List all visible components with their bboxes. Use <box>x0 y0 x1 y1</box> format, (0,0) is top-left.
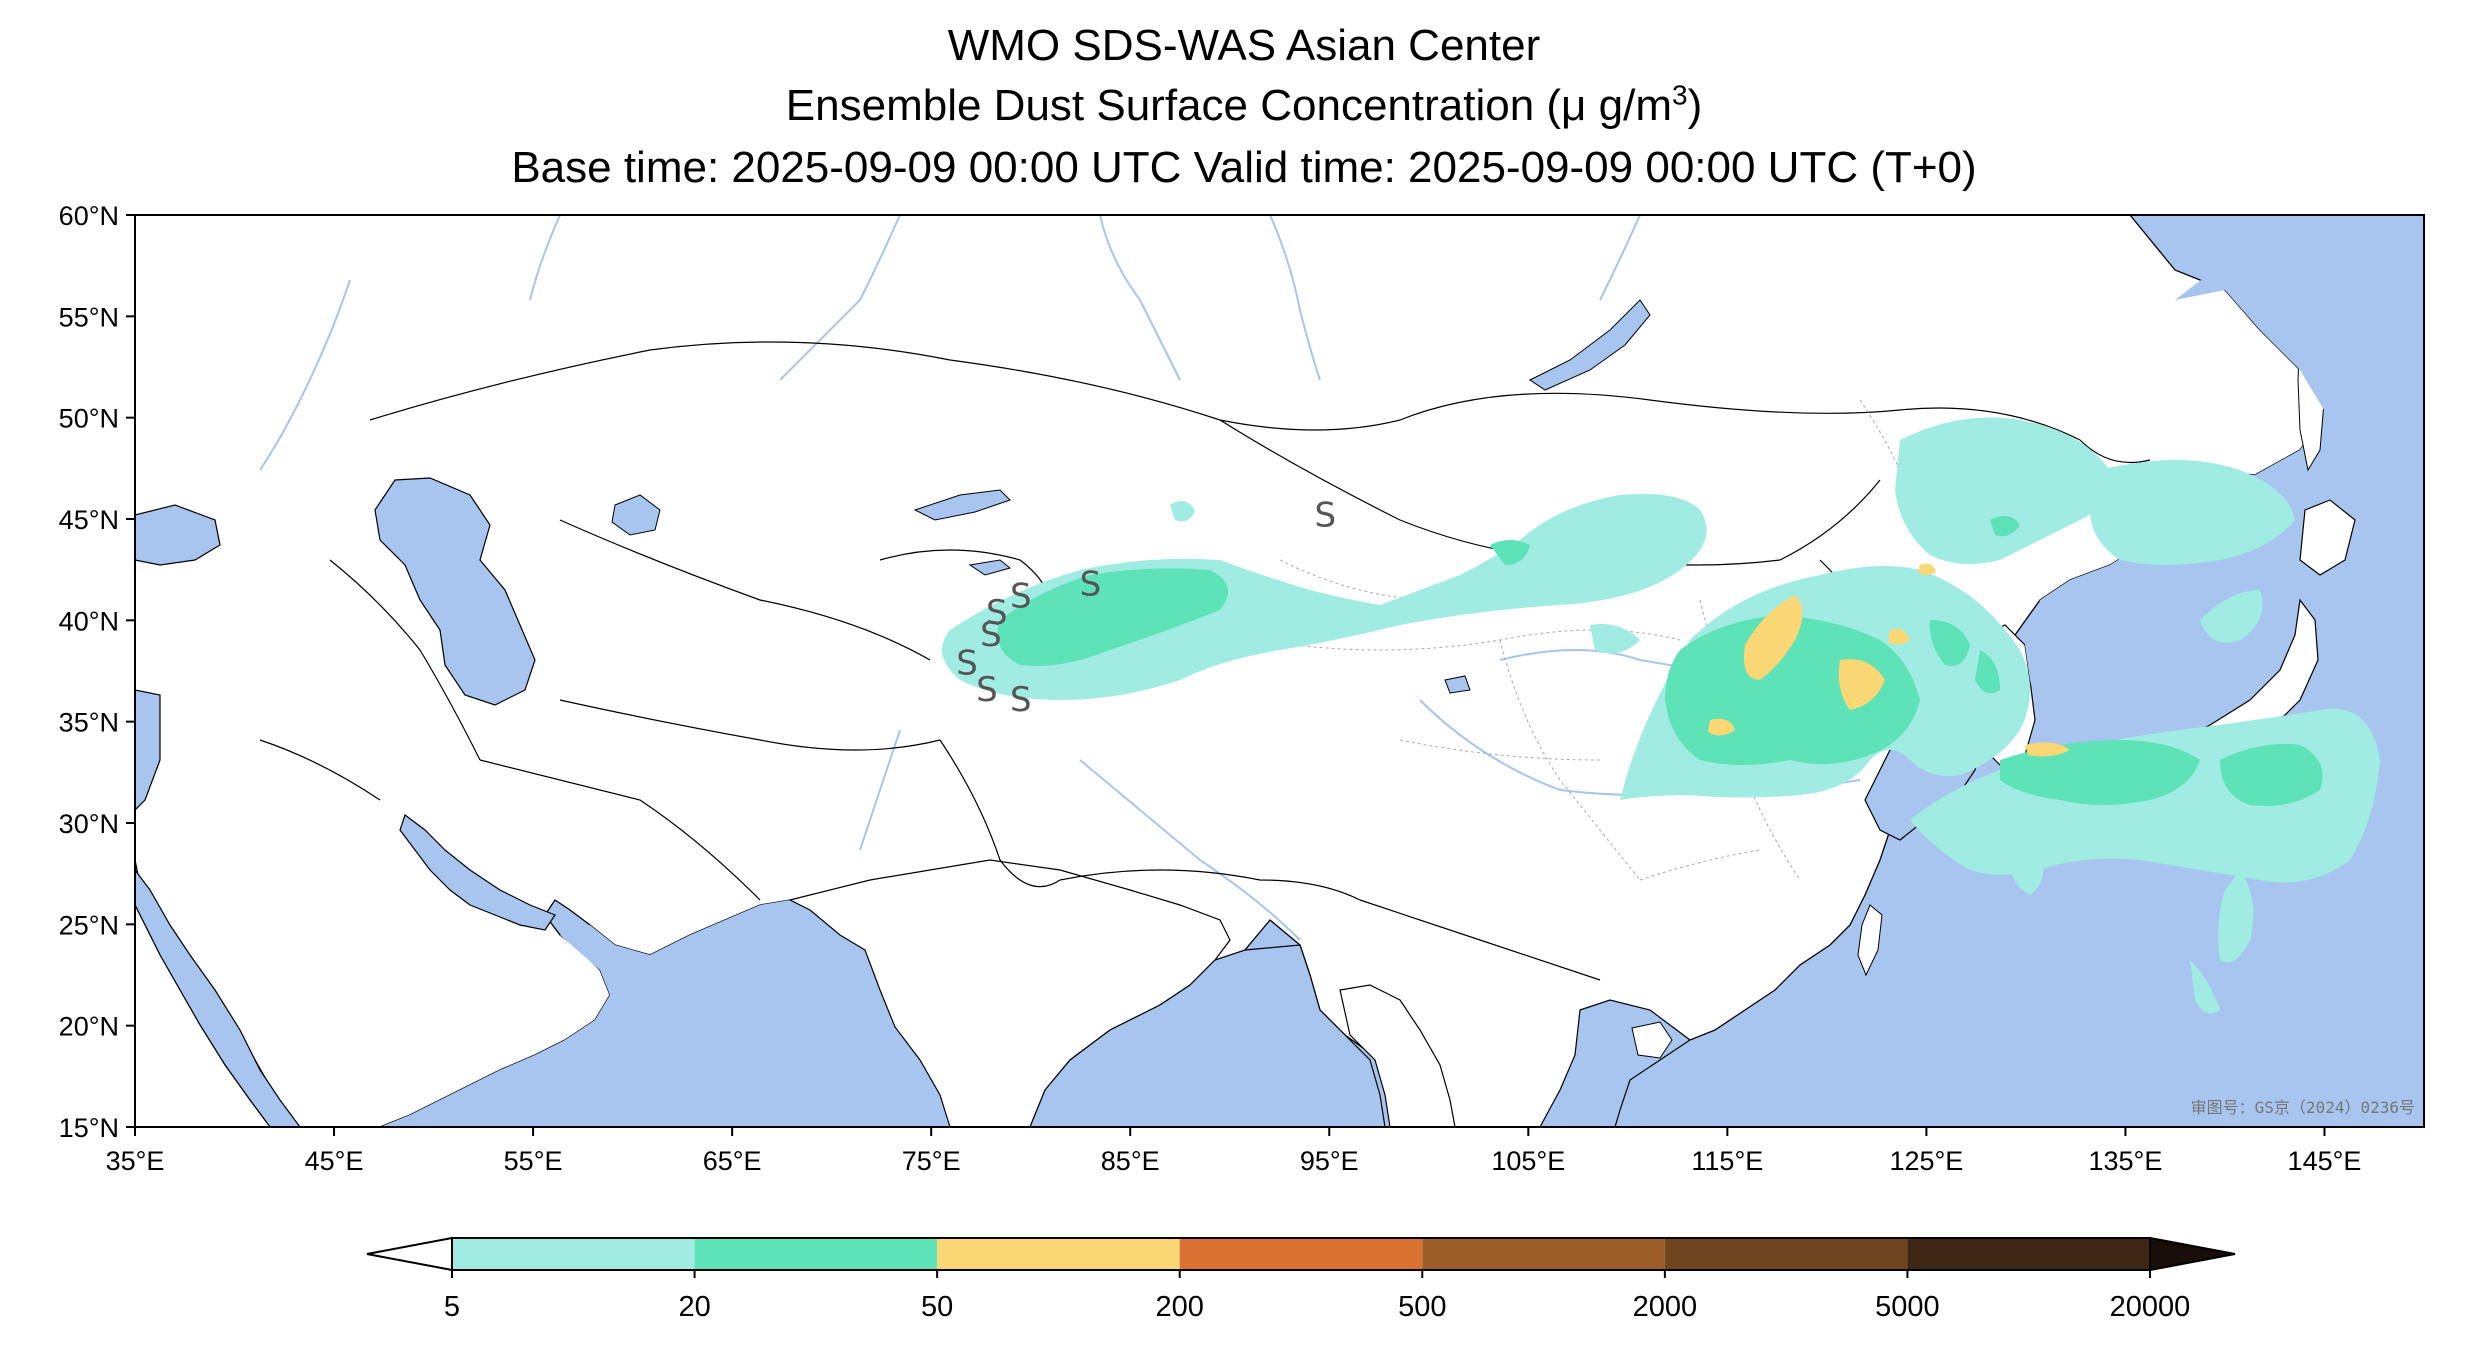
lon-tick-label: 35°E <box>106 1146 165 1176</box>
colorbar-swatch <box>452 1238 695 1270</box>
map-frame <box>134 214 2425 1128</box>
mediterranean-sea <box>135 689 161 811</box>
colorbar-tick-label: 200 <box>1156 1291 1204 1323</box>
title-line-3: Base time: 2025-09-09 00:00 UTC Valid ti… <box>511 143 1977 192</box>
bay-of-bengal <box>1029 944 1386 1127</box>
colorbar-tick-label: 50 <box>921 1291 953 1323</box>
lon-tick-label: 145°E <box>2288 1146 2362 1176</box>
colorbar-tick-label: 2000 <box>1633 1291 1698 1323</box>
sea-of-okhotsk <box>2175 215 2424 560</box>
latitude-axis: 60°N 55°N 50°N 45°N 40°N 35°N 30°N 25°N 20°N 15°N <box>59 201 135 1143</box>
station-markers: SS SSS S SS <box>956 495 1336 719</box>
taiwan-island <box>1857 904 1883 977</box>
station-marker: S <box>976 670 998 710</box>
longitude-axis: 35°E 45°E 55°E 65°E 75°E 85°E 95°E 105°E 115°E 12… <box>106 1127 2362 1176</box>
lat-tick-label: 60°N <box>59 201 119 231</box>
lat-tick-label: 35°N <box>59 708 119 738</box>
lat-tick-label: 50°N <box>59 404 119 434</box>
title-unit-exponent: 3 <box>1671 79 1688 111</box>
title-line-2-prefix: Ensemble Dust Surface Concentration ( <box>785 81 1562 130</box>
persian-gulf <box>399 814 556 931</box>
colorbar-swatch <box>1664 1238 1908 1270</box>
lat-tick-label: 40°N <box>59 606 119 636</box>
lat-tick-label: 20°N <box>59 1012 119 1042</box>
title-unit: μ g/m <box>1561 81 1672 130</box>
lon-tick-label: 105°E <box>1491 1146 1565 1176</box>
station-marker: S <box>1314 495 1336 535</box>
colorbar: 5 20 50 200 500 2000 5000 20000 <box>366 1236 2236 1323</box>
colorbar-swatch <box>694 1238 938 1270</box>
lon-tick-label: 115°E <box>1691 1146 1763 1176</box>
colorbar-tick-label: 20000 <box>2110 1291 2191 1323</box>
lake-baikal <box>1529 299 1651 391</box>
map-area: 审图号：GS京（2024）0236号 SS SSS S SS <box>135 215 2424 1127</box>
lon-tick-label: 75°E <box>902 1146 961 1176</box>
colorbar-swatch <box>1179 1238 1423 1270</box>
station-marker: S <box>980 615 1002 655</box>
caspian-sea <box>374 477 536 706</box>
lon-tick-label: 95°E <box>1300 1146 1359 1176</box>
lon-tick-label: 135°E <box>2089 1146 2163 1176</box>
map-watermark: 审图号：GS京（2024）0236号 <box>2191 1098 2415 1117</box>
station-marker: S <box>1080 564 1102 604</box>
lat-tick-label: 45°N <box>59 505 119 535</box>
lake-issyk-kul <box>968 559 1012 576</box>
colorbar-swatch <box>1907 1238 2150 1270</box>
indochina-land <box>1339 984 1456 1127</box>
hokkaido-island <box>2299 499 2356 576</box>
hainan-island <box>1631 1021 1673 1059</box>
black-sea <box>135 504 221 566</box>
colorbar-tick-label: 5 <box>444 1291 460 1323</box>
colorbar-min-extension <box>366 1236 453 1272</box>
africa-land <box>135 904 271 1127</box>
lon-tick-label: 125°E <box>1889 1146 1963 1176</box>
colorbar-swatch <box>1422 1238 1665 1270</box>
dust-level-50-200 <box>1708 563 2070 757</box>
lake-balkhash <box>913 489 1011 521</box>
aral-sea <box>611 494 661 536</box>
colorbar-max-extension <box>2149 1236 2236 1272</box>
station-marker: S <box>956 643 978 683</box>
lat-tick-label: 55°N <box>59 302 119 332</box>
lat-tick-label: 15°N <box>59 1113 119 1143</box>
arabian-sea <box>380 900 950 1127</box>
title-line-1: WMO SDS-WAS Asian Center <box>947 21 1541 70</box>
station-marker: S <box>1010 577 1032 617</box>
lon-tick-label: 45°E <box>305 1146 364 1176</box>
lon-tick-label: 85°E <box>1101 1146 1160 1176</box>
station-marker: S <box>1010 680 1032 720</box>
colorbar-tick-label: 20 <box>678 1291 710 1323</box>
lat-tick-label: 30°N <box>59 809 119 839</box>
title-line-2-suffix: ) <box>1687 81 1703 130</box>
qinghai-lake <box>1444 675 1471 694</box>
station-marker: S <box>986 593 1008 633</box>
colorbar-tick-label: 5000 <box>1875 1291 1940 1323</box>
colorbar-swatch <box>937 1238 1180 1270</box>
lat-tick-label: 25°N <box>59 910 119 940</box>
title-line-2: Ensemble Dust Surface Concentration (μ g… <box>0 80 2488 132</box>
lon-tick-label: 55°E <box>504 1146 563 1176</box>
colorbar-frame <box>451 1237 2151 1271</box>
lon-tick-label: 65°E <box>703 1146 762 1176</box>
colorbar-tick-label: 500 <box>1398 1291 1446 1323</box>
